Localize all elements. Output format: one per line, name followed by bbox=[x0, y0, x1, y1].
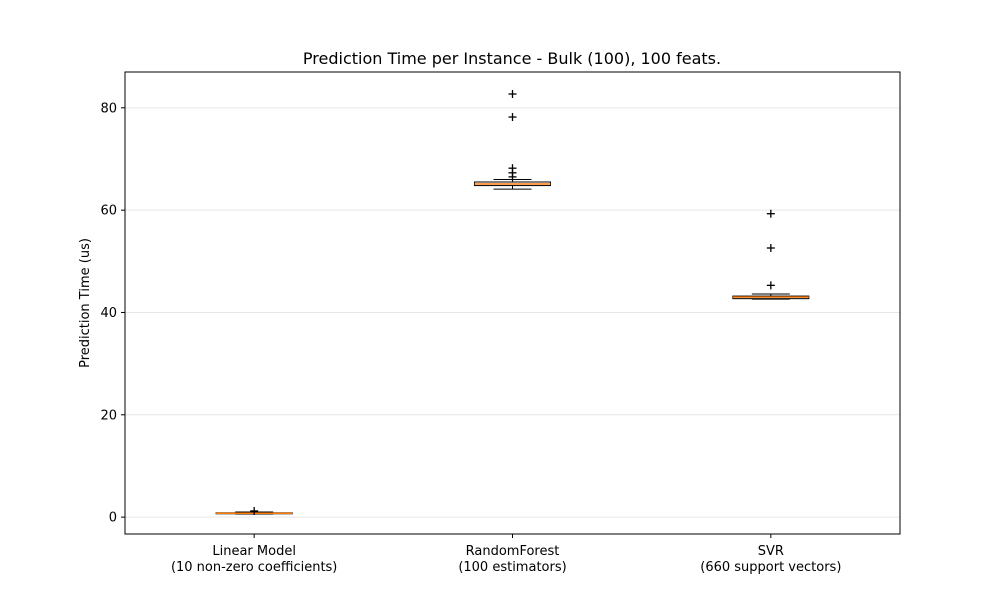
box-2 bbox=[474, 90, 551, 190]
y-axis: 0 20 40 60 80 bbox=[100, 101, 125, 526]
box-1 bbox=[215, 506, 293, 515]
y-tick-label: 0 bbox=[109, 511, 117, 526]
x-tick-label: Linear Model bbox=[212, 544, 296, 559]
plot-frame bbox=[124, 71, 901, 535]
x-tick-sublabel: (660 support vectors) bbox=[700, 560, 841, 575]
chart-title: Prediction Time per Instance - Bulk (100… bbox=[303, 49, 721, 68]
outlier-point bbox=[250, 506, 259, 515]
x-tick-label: RandomForest bbox=[466, 544, 560, 559]
outlier-point bbox=[508, 90, 517, 98]
boxes bbox=[215, 90, 810, 515]
outlier-point bbox=[508, 113, 517, 122]
x-tick-label: SVR bbox=[758, 544, 784, 559]
y-tick-label: 60 bbox=[100, 204, 117, 219]
x-axis: Linear Model(10 non-zero coefficients) Ra… bbox=[171, 534, 841, 575]
y-axis-label: Prediction Time (us) bbox=[78, 238, 93, 368]
outlier-point bbox=[766, 244, 775, 252]
outlier-point bbox=[766, 281, 775, 290]
x-tick-sublabel: (10 non-zero coefficients) bbox=[171, 560, 337, 575]
y-tick-label: 40 bbox=[100, 306, 117, 321]
y-tick-label: 80 bbox=[100, 101, 117, 116]
outlier-point bbox=[766, 209, 775, 218]
x-tick-sublabel: (100 estimators) bbox=[458, 560, 566, 575]
box-3 bbox=[732, 209, 810, 300]
outlier-point bbox=[508, 164, 517, 173]
y-tick-label: 20 bbox=[100, 408, 117, 423]
